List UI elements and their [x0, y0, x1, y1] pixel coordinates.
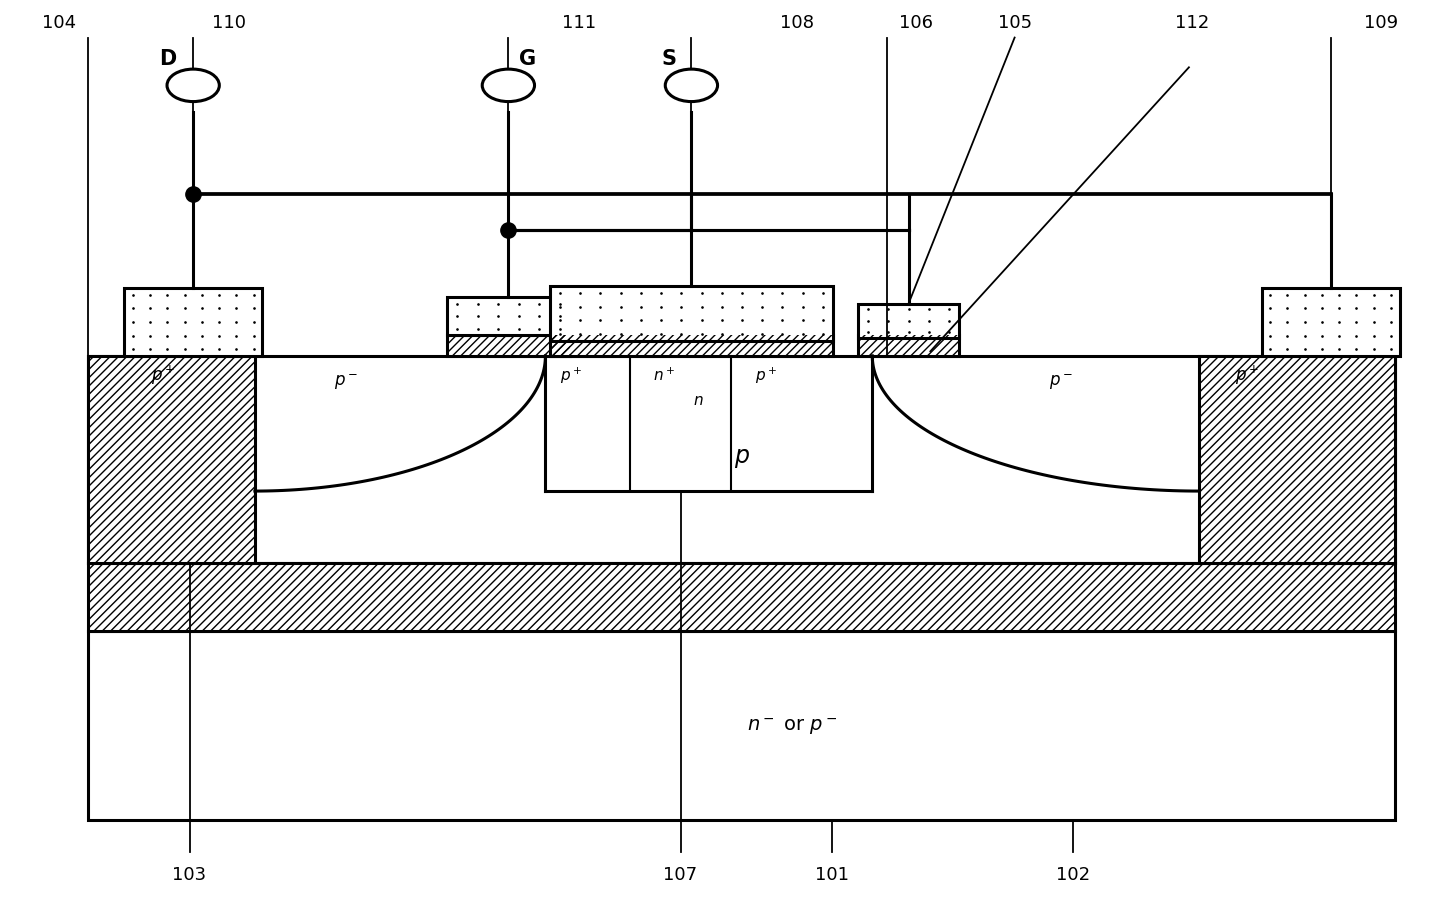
- Bar: [446, 336, 570, 356]
- Text: 108: 108: [779, 14, 814, 32]
- Text: 104: 104: [42, 14, 76, 32]
- Bar: [550, 336, 833, 356]
- Text: $p^+$: $p^+$: [755, 365, 778, 385]
- Bar: [858, 336, 960, 356]
- Text: D: D: [158, 50, 176, 69]
- Bar: [446, 298, 570, 336]
- Text: $p^+$: $p^+$: [1234, 364, 1259, 387]
- Circle shape: [666, 70, 718, 103]
- Text: 105: 105: [997, 14, 1032, 32]
- Bar: [124, 289, 262, 356]
- Text: 102: 102: [1056, 865, 1090, 883]
- Bar: [550, 336, 833, 356]
- Bar: [87, 356, 254, 564]
- Text: p: p: [734, 444, 749, 467]
- Text: 111: 111: [561, 14, 596, 32]
- Text: G: G: [519, 50, 537, 69]
- Text: $p^+$: $p^+$: [560, 365, 583, 385]
- Text: $p^+$: $p^+$: [151, 364, 176, 387]
- Bar: [858, 304, 960, 338]
- Bar: [87, 356, 1396, 564]
- Bar: [87, 564, 1396, 631]
- Bar: [87, 356, 254, 564]
- Text: $n^-$ or $p^-$: $n^-$ or $p^-$: [747, 715, 838, 736]
- Bar: [87, 564, 1396, 631]
- Bar: [87, 631, 1396, 820]
- Text: $p^-$: $p^-$: [334, 372, 359, 391]
- Text: 110: 110: [212, 14, 246, 32]
- Text: $p^-$: $p^-$: [1048, 372, 1073, 391]
- Text: 112: 112: [1175, 14, 1208, 32]
- Bar: [550, 287, 833, 341]
- Bar: [1200, 356, 1396, 564]
- Text: 109: 109: [1364, 14, 1397, 32]
- Text: S: S: [662, 50, 676, 69]
- Text: 101: 101: [814, 865, 849, 883]
- Bar: [1200, 356, 1396, 564]
- Text: $n^+$: $n^+$: [653, 367, 676, 384]
- Text: 107: 107: [663, 865, 698, 883]
- Bar: [858, 336, 960, 356]
- Bar: [446, 336, 570, 356]
- Text: n: n: [694, 392, 702, 407]
- Circle shape: [483, 70, 535, 103]
- Text: 106: 106: [899, 14, 933, 32]
- Circle shape: [167, 70, 220, 103]
- Text: 103: 103: [173, 865, 206, 883]
- Bar: [1262, 289, 1400, 356]
